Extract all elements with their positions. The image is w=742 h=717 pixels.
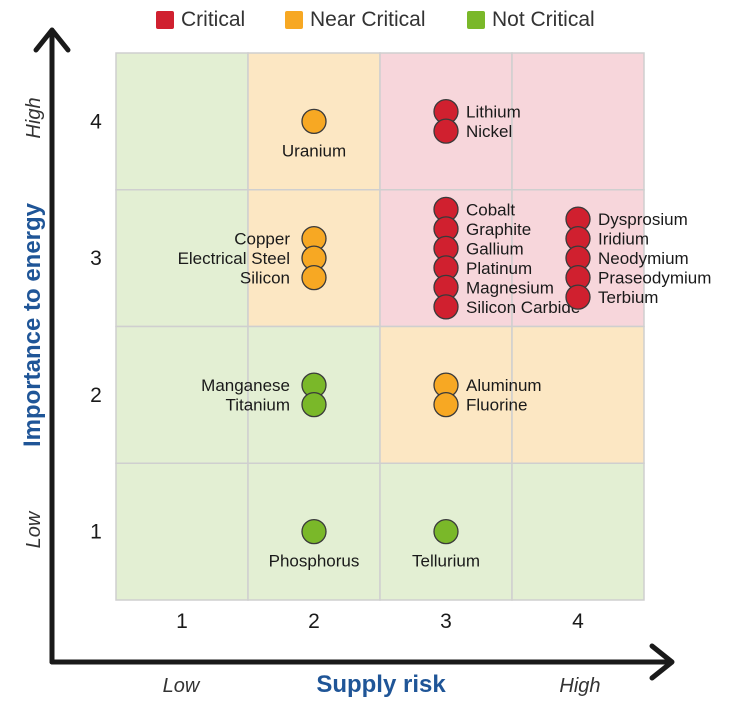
axes	[33, 27, 675, 681]
point-titanium	[301, 391, 327, 418]
label-copper: Copper	[234, 230, 290, 249]
point-phosphorus	[301, 518, 327, 545]
label-tellurium: Tellurium	[412, 552, 480, 571]
x-axis-low-label: Low	[163, 675, 201, 697]
y-tick-label: 3	[90, 247, 102, 270]
label-lithium: Lithium	[466, 103, 521, 122]
legend-item-not-critical: Not Critical	[467, 8, 595, 32]
y-tick-label: 2	[90, 384, 102, 407]
x-tick-label: 3	[440, 610, 452, 633]
x-tick-label: 4	[572, 610, 584, 633]
x-axis-high-label: High	[559, 675, 600, 697]
label-cobalt: Cobalt	[466, 200, 515, 219]
material-group-uranium: Uranium	[282, 108, 346, 160]
label-neodymium: Neodymium	[598, 249, 689, 268]
y-axis-title: Importance to energy	[19, 202, 46, 447]
legend-swatch-critical	[156, 11, 174, 29]
y-axis-high-label: High	[23, 97, 45, 138]
label-electrical-steel: Electrical Steel	[178, 249, 290, 268]
legend-swatch-near-critical	[285, 11, 303, 29]
label-terbium: Terbium	[598, 288, 658, 307]
label-graphite: Graphite	[466, 220, 531, 239]
legend-label-near-critical: Near Critical	[310, 8, 426, 31]
zone-cell-not-critical	[115, 52, 249, 191]
x-axis-arrowhead	[649, 643, 675, 681]
legend-swatch-not-critical	[467, 11, 485, 29]
point-terbium	[565, 284, 591, 310]
x-axis-title: Supply risk	[316, 671, 446, 698]
y-axis-low-label: Low	[23, 510, 45, 548]
label-magnesium: Magnesium	[466, 278, 554, 297]
label-manganese: Manganese	[201, 376, 290, 395]
zone-cell-not-critical	[115, 462, 249, 601]
label-gallium: Gallium	[466, 239, 524, 258]
label-aluminum: Aluminum	[466, 376, 542, 395]
label-silicon: Silicon	[240, 269, 290, 288]
material-group-dysprosium: DysprosiumIridiumNeodymiumPraseodymiumTe…	[565, 206, 711, 310]
zone-cell-not-critical	[115, 325, 249, 464]
label-uranium: Uranium	[282, 141, 346, 160]
y-axis-arrowhead	[33, 27, 71, 53]
label-dysprosium: Dysprosium	[598, 210, 688, 229]
label-phosphorus: Phosphorus	[269, 552, 360, 571]
axis-labels: Supply risk Low High Importance to energ…	[19, 97, 601, 698]
material-group-phosphorus: Phosphorus	[269, 518, 360, 571]
material-group-cobalt: CobaltGraphiteGalliumPlatinumMagnesiumSi…	[433, 196, 580, 320]
label-platinum: Platinum	[466, 259, 532, 278]
x-tick-label: 1	[176, 610, 188, 633]
legend-item-near-critical: Near Critical	[285, 8, 426, 32]
zone-cell-near-critical	[511, 325, 645, 464]
point-uranium	[301, 108, 327, 135]
label-fluorine: Fluorine	[466, 396, 527, 415]
y-tick-label: 1	[90, 521, 102, 544]
point-tellurium	[433, 518, 459, 545]
legend-item-critical: Critical	[156, 8, 245, 32]
zone-cell-not-critical	[511, 462, 645, 601]
point-nickel	[433, 118, 459, 144]
point-fluorine	[433, 391, 459, 418]
tick-labels: 1 2 3 4 1 2 3 4	[90, 110, 584, 633]
label-titanium: Titanium	[225, 396, 290, 415]
label-iridium: Iridium	[598, 230, 649, 249]
label-praseodymium: Praseodymium	[598, 269, 711, 288]
legend-label-critical: Critical	[181, 8, 246, 31]
zone-cell-critical	[511, 52, 645, 191]
point-silicon	[301, 264, 327, 291]
zone-grid	[115, 52, 645, 601]
label-silicon-carbide: Silicon Carbide	[466, 298, 580, 317]
x-tick-label: 2	[308, 610, 320, 633]
legend-label-not-critical: Not Critical	[492, 8, 595, 31]
material-group-tellurium: Tellurium	[412, 518, 480, 571]
y-tick-label: 4	[90, 110, 102, 133]
chart-legend: Critical Near Critical Not Critical	[0, 8, 742, 34]
label-nickel: Nickel	[466, 122, 512, 141]
point-silicon-carbide	[433, 294, 459, 320]
